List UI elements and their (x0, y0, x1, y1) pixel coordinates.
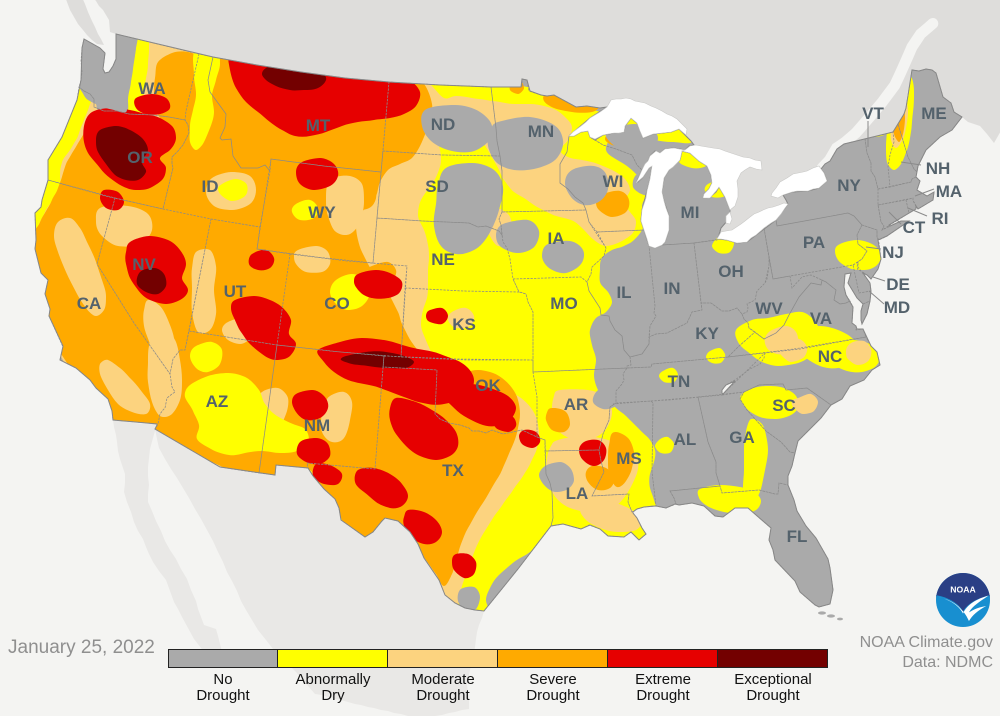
drought-legend: No Drought Abnormally Dry Moderate Drought Sev… (168, 649, 830, 704)
st-lawrence-river (816, 18, 939, 174)
state-label-sd: SD (425, 177, 449, 196)
state-label-id: ID (202, 177, 219, 196)
legend-item: Moderate Drought (388, 649, 498, 704)
state-label-wy: WY (308, 203, 336, 222)
state-label-md: MD (884, 298, 910, 317)
state-label-ct: CT (903, 218, 926, 237)
state-label-mo: MO (550, 294, 577, 313)
state-label-nd: ND (431, 115, 456, 134)
state-label-va: VA (810, 309, 832, 328)
legend-swatch (718, 649, 828, 668)
attribution-source-link[interactable]: NOAA Climate.gov (859, 634, 993, 651)
state-label-mi: MI (681, 203, 700, 222)
state-label-ks: KS (452, 315, 476, 334)
legend-swatch (278, 649, 388, 668)
legend-item: Extreme Drought (608, 649, 718, 704)
state-label-or: OR (127, 148, 153, 167)
legend-label-line2: Drought (526, 687, 580, 704)
state-label-al: AL (674, 430, 697, 449)
legend-label: No Drought (168, 672, 278, 704)
state-label-wv: WV (755, 299, 783, 318)
state-label-ky: KY (695, 324, 719, 343)
state-label-nj: NJ (882, 243, 904, 262)
state-label-sc: SC (772, 396, 796, 415)
state-label-ar: AR (564, 395, 589, 414)
mexico-landmass (113, 420, 484, 716)
state-label-ri: RI (932, 209, 949, 228)
state-label-ok: OK (475, 376, 501, 395)
state-label-wa: WA (138, 79, 165, 98)
state-label-vt: VT (862, 104, 884, 123)
drought-layers (35, 34, 914, 611)
state-label-ma: MA (936, 182, 962, 201)
legend-swatch (168, 649, 278, 668)
state-label-mn: MN (528, 122, 554, 141)
state-label-ms: MS (616, 449, 642, 468)
state-label-ga: GA (729, 428, 755, 447)
legend-label-line1: No (213, 671, 233, 688)
great-lakes (568, 97, 828, 249)
state-label-ca: CA (77, 294, 102, 313)
legend-label-line1: Abnormally (295, 671, 371, 688)
state-label-la: LA (566, 484, 589, 503)
legend-label: Moderate Drought (388, 672, 498, 704)
legend-label-line1: Exceptional (734, 671, 812, 688)
legend-item: No Drought (168, 649, 278, 704)
seagull-icon (937, 595, 989, 622)
drought-local-overrides (54, 43, 475, 456)
noaa-logo: NOAA (936, 573, 990, 627)
legend-label: Abnormally Dry (278, 672, 388, 704)
state-label-tx: TX (442, 461, 464, 480)
florida-keys (818, 611, 843, 621)
state-label-pa: PA (803, 233, 825, 252)
legend-label: Exceptional Drought (718, 672, 828, 704)
state-label-az: AZ (206, 392, 229, 411)
legend-label-line1: Extreme (635, 671, 691, 688)
noaa-logo-text: NOAA (950, 584, 975, 594)
legend-label-line2: Drought (636, 687, 690, 704)
noaa-logo-navy (936, 573, 990, 612)
legend-label-line1: Severe (529, 671, 577, 688)
legend-label: Extreme Drought (608, 672, 718, 704)
state-label-nh: NH (926, 159, 951, 178)
state-label-mt: MT (306, 116, 331, 135)
state-label-nc: NC (818, 347, 843, 366)
legend-item: Severe Drought (498, 649, 608, 704)
state-labels: WA OR ID MT ND MN WI MI NY VT ME NH MA RI CT NJ PA DE MD WY… (77, 79, 963, 546)
label-leader-lines (865, 121, 935, 305)
legend-label-line2: Drought (196, 687, 250, 704)
legend-swatch (388, 649, 498, 668)
legend-label-line2: Drought (416, 687, 470, 704)
attribution-data: Data: NDMC (902, 654, 993, 671)
legend-swatch (608, 649, 718, 668)
state-label-in: IN (664, 279, 681, 298)
canada-landmass (66, 0, 1000, 243)
legend-label-line2: Dry (321, 687, 345, 704)
state-label-tn: TN (668, 372, 691, 391)
state-label-ia: IA (548, 229, 565, 248)
date-label: January 25, 2022 (8, 637, 155, 658)
state-label-co: CO (324, 294, 350, 313)
state-label-wi: WI (603, 172, 624, 191)
legend-item: Exceptional Drought (718, 649, 828, 704)
state-label-ne: NE (431, 250, 455, 269)
state-label-il: IL (616, 283, 631, 302)
legend-swatch (498, 649, 608, 668)
state-label-me: ME (921, 104, 947, 123)
state-label-fl: FL (787, 527, 808, 546)
state-label-de: DE (886, 275, 910, 294)
no-drought-patches (78, 34, 662, 611)
state-label-ut: UT (224, 282, 247, 301)
legend-label-line2: Drought (746, 687, 800, 704)
state-label-oh: OH (718, 262, 744, 281)
state-label-ny: NY (837, 176, 861, 195)
legend-item: Abnormally Dry (278, 649, 388, 704)
legend-label-line1: Moderate (411, 671, 475, 688)
state-label-nm: NM (304, 416, 330, 435)
state-label-nv: NV (132, 255, 156, 274)
legend-label: Severe Drought (498, 672, 608, 704)
attribution: NOAA Climate.gov Data: NDMC (860, 633, 993, 673)
